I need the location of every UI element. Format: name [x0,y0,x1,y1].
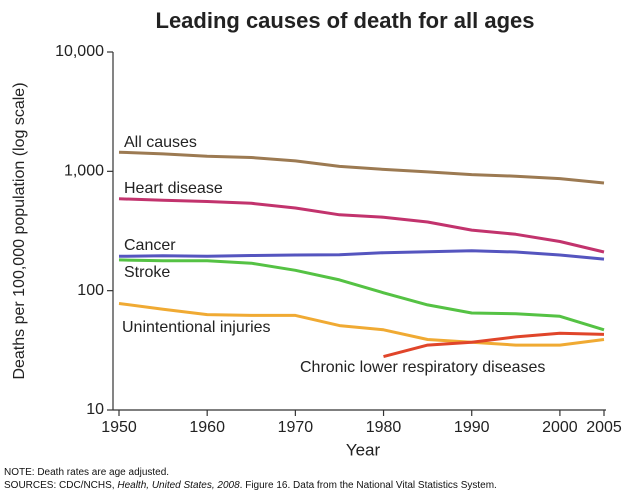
series-line [118,258,605,332]
y-tick-label: 10 [86,401,104,418]
chart-title: Leading causes of death for all ages [156,8,535,33]
sources-title: Health, United States, 2008 [117,480,240,491]
series-line [118,302,605,347]
sources-rest: . Figure 16. Data from the National Vita… [239,480,497,491]
y-axis-label: Deaths per 100,000 population (log scale… [11,82,28,379]
x-tick-label: 1980 [366,419,402,436]
x-axis-label: Year [346,440,381,459]
label-bg [298,359,548,377]
note: NOTE: Death rates are age adjusted. [4,467,170,478]
series-line [118,197,605,254]
series-label: Unintentional injuries [122,319,271,336]
sources: SOURCES: CDC/NCHS, [4,480,118,491]
y-tick-label: 10,000 [55,43,104,60]
series-label: Stroke [124,264,170,281]
notes: NOTE: Death rates are age adjusted. SOUR… [4,466,497,492]
series-line [383,331,605,359]
x-tick-label: 1990 [454,419,490,436]
series-label: Cancer [124,237,176,254]
series-line [118,150,605,185]
series-label: Chronic lower respiratory diseases [300,359,545,376]
series-label: All causes [124,134,197,151]
y-tick-label: 1,000 [64,163,104,180]
y-tick-label: 100 [77,282,104,299]
series-line [118,249,605,261]
x-tick-label: 1950 [101,419,137,436]
x-tick-label: 1970 [278,419,314,436]
x-tick-label: 2000 [542,419,578,436]
x-tick-label: 2005 [586,419,622,436]
x-tick-label: 1960 [189,419,225,436]
series-label: Heart disease [124,180,223,197]
